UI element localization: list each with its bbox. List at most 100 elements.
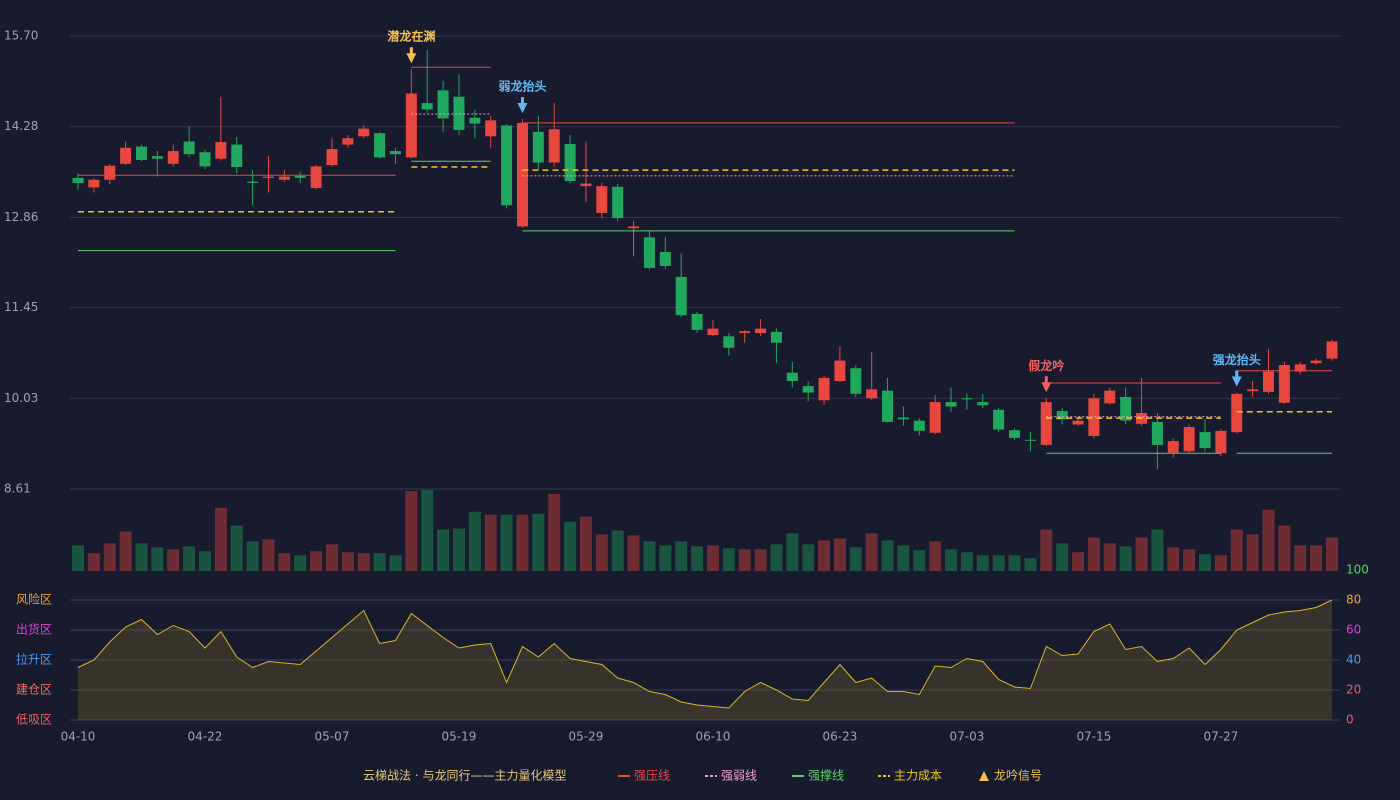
- candle-body: [88, 179, 100, 188]
- candle-body: [834, 360, 846, 382]
- candle-body: [1199, 432, 1211, 449]
- x-tick-label: 06-10: [695, 730, 730, 744]
- x-tick-label: 07-15: [1076, 730, 1111, 744]
- volume-bar: [881, 540, 894, 571]
- legend-label: 主力成本: [894, 769, 942, 783]
- volume-bar: [643, 541, 656, 571]
- candle-body: [167, 151, 179, 164]
- candle-body: [548, 129, 560, 163]
- x-tick-label: 07-03: [949, 730, 984, 744]
- volume-bar: [1199, 554, 1212, 571]
- y2-tick-label: 40: [1346, 653, 1361, 667]
- volume-bar: [865, 533, 878, 571]
- signal-label: 假龙吟: [1028, 358, 1064, 373]
- indicator-line: [77, 599, 1333, 709]
- volume-bar: [437, 529, 450, 571]
- legend-label: 强撑线: [808, 768, 844, 783]
- x-tick-label: 05-29: [569, 730, 604, 744]
- candle-body: [850, 368, 862, 394]
- volume-bar: [1135, 537, 1148, 571]
- volume-bar: [659, 545, 672, 571]
- y-tick-label: 12.86: [4, 210, 38, 224]
- legend-title: 云梯战法 · 与龙同行——主力量化模型: [363, 769, 566, 783]
- y-tick-label: 15.70: [4, 29, 38, 43]
- indicator-area: [78, 600, 1332, 720]
- candle-body: [659, 251, 671, 267]
- volume-bar: [357, 553, 370, 571]
- signal-label: 弱龙抬头: [498, 79, 546, 94]
- signal-arrow: [1231, 376, 1242, 387]
- volume-bar: [1008, 555, 1021, 571]
- candle-body: [707, 328, 719, 336]
- candle-body: [993, 409, 1005, 430]
- candle-body: [1263, 371, 1275, 392]
- candle-body: [1278, 365, 1290, 403]
- volume-bar: [1310, 545, 1323, 571]
- candle-body: [1326, 341, 1338, 359]
- candle-body: [866, 389, 878, 399]
- volume-bar: [1294, 545, 1307, 571]
- x-tick-label: 05-19: [442, 730, 477, 744]
- volume-bar: [945, 549, 958, 571]
- x-tick-label: 04-22: [188, 730, 223, 744]
- candle-body: [342, 138, 354, 145]
- candle-body: [1231, 393, 1243, 433]
- volume-bar: [595, 534, 608, 571]
- candle-body: [1247, 389, 1259, 392]
- candle-body: [802, 386, 814, 393]
- signal-label: 潜龙在渊: [387, 29, 435, 44]
- x-tick-label: 05-07: [315, 730, 350, 744]
- y2-tick-label: 20: [1346, 683, 1361, 697]
- candle-body: [882, 390, 894, 422]
- candle-body: [278, 176, 290, 180]
- volume-bar: [532, 513, 545, 571]
- volume-bar: [198, 551, 211, 571]
- candle-body: [961, 398, 973, 400]
- volume-bar: [72, 545, 84, 571]
- candle-body: [1088, 398, 1100, 436]
- candle-body: [262, 176, 274, 178]
- volume-bar: [611, 530, 624, 571]
- x-tick-label: 04-10: [61, 730, 96, 744]
- volume-bar: [1230, 529, 1243, 571]
- candle-body: [1294, 364, 1306, 372]
- volume-bar: [294, 555, 307, 571]
- signal-arrow-stem: [409, 47, 413, 55]
- candle-body: [1024, 439, 1036, 441]
- volume-bar: [421, 490, 434, 571]
- volume-bar: [675, 541, 688, 571]
- y2-tick-label: 60: [1346, 623, 1361, 637]
- candle-body: [612, 186, 624, 219]
- volume-bar: [897, 545, 910, 571]
- volume-bar: [1278, 525, 1291, 571]
- candle-body: [580, 183, 592, 187]
- volume-bar: [373, 553, 386, 571]
- volume-bar: [230, 525, 243, 571]
- volume-bar: [627, 535, 640, 571]
- candle-body: [739, 331, 751, 334]
- candle-body: [786, 372, 798, 382]
- volume-bar: [992, 555, 1005, 571]
- candle-body: [516, 122, 528, 227]
- candle-body: [977, 402, 989, 406]
- volume-bar: [452, 528, 465, 571]
- y-tick-label: 14.28: [4, 119, 38, 133]
- candle-body: [691, 313, 703, 330]
- candle-body: [675, 276, 687, 316]
- volume-bar: [849, 547, 862, 571]
- candle-body: [501, 125, 513, 206]
- signal-arrow: [1041, 382, 1052, 393]
- volume-bar: [183, 546, 196, 571]
- signal-arrow: [406, 53, 417, 64]
- volume-bar: [341, 552, 354, 571]
- candle-body: [945, 402, 957, 407]
- volume-bar: [87, 553, 100, 571]
- candle-body: [1072, 420, 1084, 425]
- volume-bar: [1024, 558, 1037, 571]
- candle-body: [469, 117, 481, 124]
- candle-body: [1151, 421, 1163, 445]
- signal-arrow-stem: [1044, 376, 1048, 384]
- candle-body: [389, 151, 401, 155]
- candle-body: [723, 336, 735, 348]
